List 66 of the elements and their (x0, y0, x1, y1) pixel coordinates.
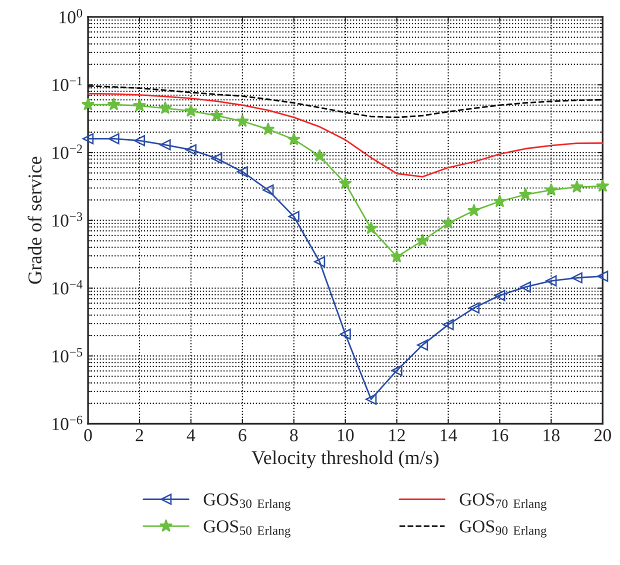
point (314, 256, 326, 268)
y-tick-label: 10$^{−3}$ (52, 212, 82, 227)
point (366, 394, 377, 405)
x-tick-label: 20 (594, 429, 611, 442)
point (287, 132, 301, 146)
y-tick-label: 10$^{0}$ (60, 8, 82, 24)
x-tick-label: 16 (492, 429, 508, 442)
point (184, 104, 198, 117)
point (82, 133, 94, 144)
point (442, 216, 455, 229)
point (364, 221, 378, 234)
legend-label: GOS$_{50 Erlang}$ (204, 520, 290, 538)
point (340, 328, 351, 340)
x-tick-label: 4 (186, 429, 196, 442)
point (158, 101, 172, 114)
point (160, 139, 171, 150)
point (571, 272, 582, 284)
point (81, 98, 95, 110)
point (236, 114, 250, 127)
point (108, 133, 120, 144)
point (262, 122, 275, 136)
y-tick-label: 10$^{−2}$ (52, 144, 82, 159)
point (390, 250, 404, 263)
x-tick-label: 2 (136, 429, 144, 442)
y-tick-label: 10$^{−4}$ (52, 280, 82, 294)
x-tick-label: 8 (290, 429, 298, 442)
x-tick-label: 18 (544, 429, 560, 442)
point (570, 180, 584, 193)
y-tick-label: 10$^{−6}$ (52, 416, 82, 430)
point (185, 144, 197, 156)
y-tick-label: 10$^{−5}$ (52, 348, 82, 362)
point (546, 275, 557, 286)
point (520, 281, 532, 293)
point (596, 179, 610, 192)
point (134, 135, 146, 146)
point (493, 194, 506, 208)
x-tick-label: 10 (338, 429, 354, 442)
y-tick-label: 10$^{−1}$ (52, 76, 82, 92)
point (544, 183, 558, 196)
point (288, 210, 300, 222)
x-axis-title: Velocity threshold (m/s) (252, 450, 438, 468)
x-tick-label: 14 (440, 429, 458, 442)
point (416, 339, 428, 351)
point (468, 302, 480, 314)
point (442, 319, 454, 330)
point (210, 108, 224, 122)
point (518, 188, 532, 200)
point (132, 98, 146, 112)
point (312, 149, 326, 162)
x-tick-label: 0 (84, 429, 92, 442)
point (597, 270, 608, 282)
point (338, 176, 352, 190)
point (107, 98, 120, 110)
point (416, 234, 430, 247)
point (211, 152, 222, 164)
y-axis-title: Grade of service (28, 156, 42, 284)
point (467, 204, 481, 216)
point (391, 364, 402, 376)
legend-label: GOS$_{30 Erlang}$ (204, 493, 290, 511)
point (262, 184, 274, 196)
legend-label: GOS$_{90 Erlang}$ (460, 520, 547, 538)
x-tick-label: 6 (238, 429, 246, 442)
x-tick-label: 12 (389, 429, 405, 442)
legend-label: GOS$_{70 Erlang}$ (460, 493, 547, 511)
point (494, 290, 506, 302)
point (236, 166, 248, 178)
